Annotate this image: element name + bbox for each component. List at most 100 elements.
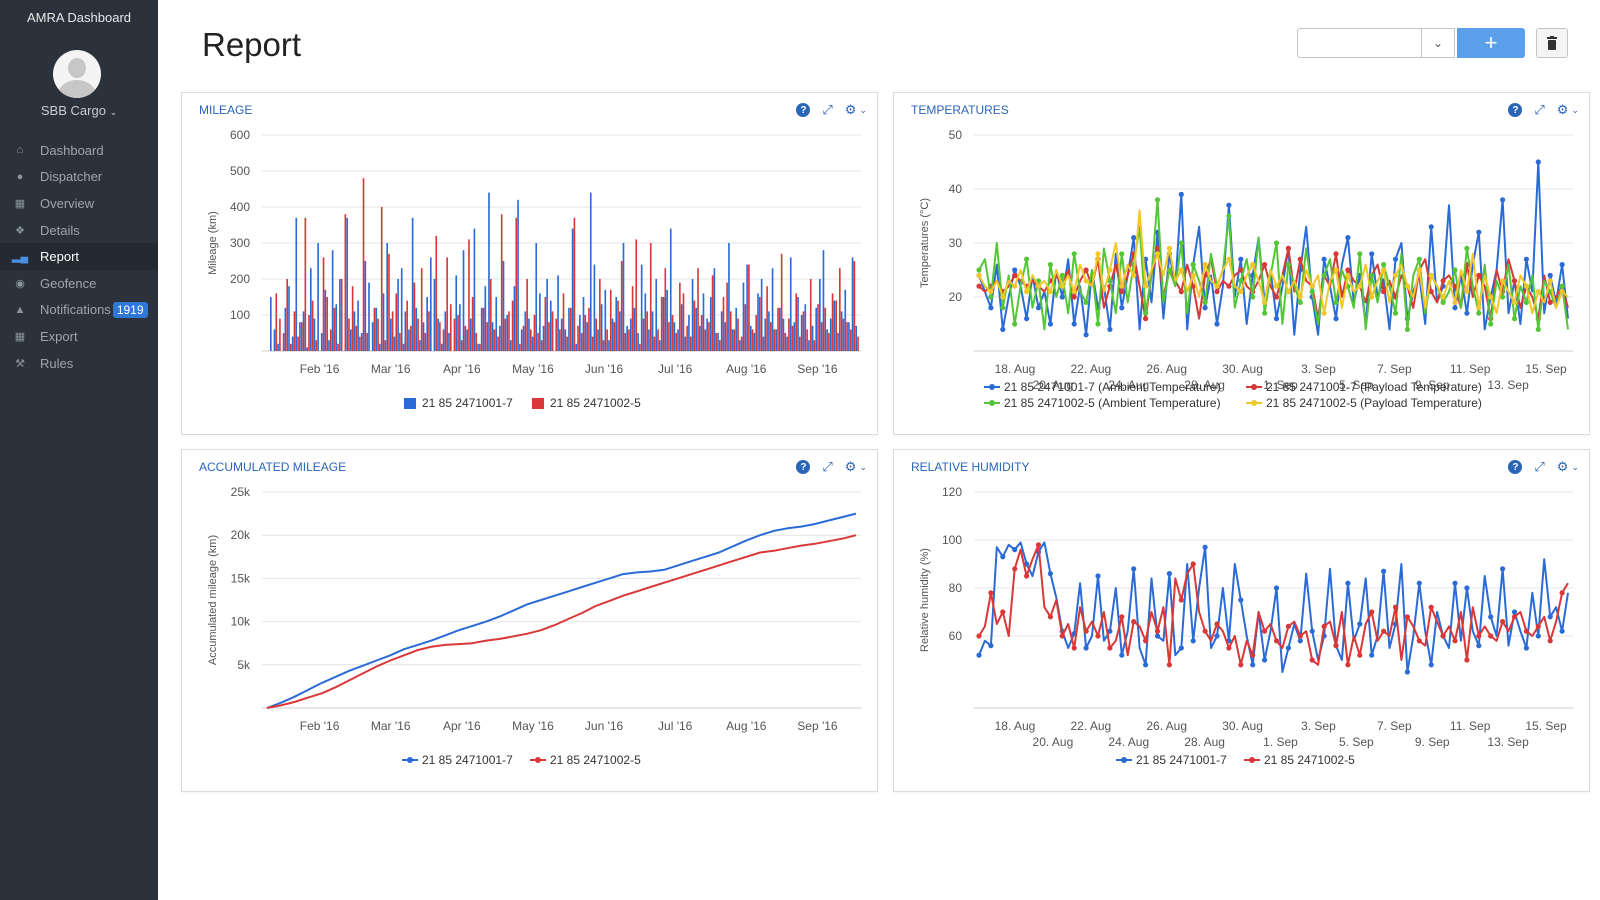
data-point bbox=[1202, 305, 1208, 311]
bar bbox=[659, 340, 661, 351]
bar bbox=[600, 304, 603, 351]
add-button[interactable]: + bbox=[1457, 28, 1525, 58]
bar bbox=[606, 329, 608, 351]
data-point bbox=[1202, 628, 1208, 634]
delete-button[interactable] bbox=[1536, 28, 1568, 58]
data-point bbox=[1262, 262, 1268, 268]
bar bbox=[715, 333, 718, 351]
sidebar-item-export[interactable]: ▦ Export bbox=[0, 323, 158, 350]
bar bbox=[366, 333, 368, 351]
data-point bbox=[1464, 657, 1470, 663]
data-point bbox=[1464, 289, 1470, 295]
bar bbox=[326, 297, 328, 351]
y-tick-label: 15k bbox=[231, 571, 251, 585]
bar bbox=[740, 336, 743, 351]
data-point bbox=[1416, 638, 1422, 644]
bar bbox=[706, 318, 708, 351]
sidebar-item-overview[interactable]: ▦ Overview bbox=[0, 190, 158, 217]
bar bbox=[277, 343, 279, 351]
data-point bbox=[1000, 609, 1006, 615]
sidebar-item-details[interactable]: ❖ Details bbox=[0, 217, 158, 244]
gear-icon[interactable]: ⚙ ⌄ bbox=[844, 459, 867, 474]
x-tick-label: 7. Sep bbox=[1377, 362, 1412, 376]
bar bbox=[853, 261, 856, 351]
bar bbox=[371, 322, 374, 351]
bar bbox=[828, 333, 830, 351]
bar bbox=[649, 243, 652, 351]
user-menu[interactable]: SBB Cargo ⌄ bbox=[0, 103, 158, 118]
data-point bbox=[1107, 645, 1113, 651]
data-point bbox=[1345, 267, 1351, 273]
bar bbox=[453, 318, 456, 351]
expand-icon[interactable]: ⤢ bbox=[822, 102, 833, 117]
home-icon: ⌂ bbox=[16, 144, 24, 157]
bar bbox=[804, 304, 807, 351]
sidebar-item-dispatcher[interactable]: ● Dispatcher bbox=[0, 164, 158, 191]
gear-icon[interactable]: ⚙ ⌄ bbox=[1556, 102, 1579, 117]
data-point bbox=[1119, 652, 1125, 658]
gear-icon[interactable]: ⚙ ⌄ bbox=[1556, 459, 1579, 474]
panel-tools: ? ⤢ ⚙ ⌄ bbox=[1508, 459, 1579, 475]
legend-swatch-marker bbox=[989, 400, 995, 406]
data-point bbox=[1107, 267, 1113, 273]
expand-icon[interactable]: ⤢ bbox=[1534, 459, 1545, 474]
report-select[interactable]: ⌄ bbox=[1297, 28, 1455, 58]
bar bbox=[462, 250, 465, 351]
data-point bbox=[1178, 267, 1184, 273]
avatar[interactable] bbox=[53, 50, 101, 98]
gear-icon[interactable]: ⚙ ⌄ bbox=[844, 102, 867, 117]
bar bbox=[802, 311, 805, 351]
data-point bbox=[1250, 294, 1256, 300]
bar bbox=[791, 325, 794, 351]
sidebar-item-dashboard[interactable]: ⌂ Dashboard bbox=[0, 137, 158, 164]
bar bbox=[773, 329, 776, 351]
bar bbox=[620, 261, 623, 351]
help-icon[interactable]: ? bbox=[1508, 460, 1523, 474]
chevron-down-icon: ⌄ bbox=[1571, 461, 1579, 472]
bar bbox=[444, 311, 447, 351]
sidebar-item-geofence[interactable]: ◉ Geofence bbox=[0, 270, 158, 297]
data-point bbox=[1416, 580, 1422, 586]
data-point bbox=[1452, 580, 1458, 586]
legend-label: 21 85 2471002-5 (Ambient Temperature) bbox=[1004, 396, 1221, 410]
bar bbox=[482, 307, 485, 351]
data-point bbox=[1309, 657, 1315, 663]
data-point bbox=[1202, 544, 1208, 550]
legend-label: 21 85 2471001-7 (Ambient Temperature) bbox=[1004, 380, 1221, 394]
x-tick-label: Apr '16 bbox=[443, 362, 481, 376]
bar bbox=[497, 336, 499, 351]
bar bbox=[762, 336, 765, 351]
sidebar-item-label: Dispatcher bbox=[40, 169, 103, 185]
expand-icon[interactable]: ⤢ bbox=[822, 459, 833, 474]
help-icon[interactable]: ? bbox=[796, 460, 811, 474]
data-point bbox=[1131, 235, 1137, 241]
bar bbox=[811, 325, 814, 351]
bar bbox=[713, 268, 716, 351]
data-point bbox=[1309, 283, 1315, 289]
help-icon[interactable]: ? bbox=[1508, 103, 1523, 117]
sidebar-item-report[interactable]: ▂▄ Report bbox=[0, 243, 158, 270]
bar bbox=[829, 318, 832, 351]
sidebar-item-notifications[interactable]: ▲ Notifications 1919 bbox=[0, 297, 158, 324]
bar bbox=[848, 322, 850, 351]
x-tick-label: May '16 bbox=[512, 362, 554, 376]
data-point bbox=[1154, 251, 1161, 257]
chevron-down-icon[interactable]: ⌄ bbox=[1421, 29, 1454, 57]
bar bbox=[735, 307, 738, 351]
data-point bbox=[1464, 245, 1470, 251]
bar bbox=[309, 268, 312, 351]
series-line bbox=[266, 512, 857, 709]
data-point bbox=[1404, 614, 1410, 620]
help-icon[interactable]: ? bbox=[796, 103, 811, 117]
sidebar-item-rules[interactable]: ⚒ Rules bbox=[0, 350, 158, 377]
legend-label: 21 85 2471002-5 bbox=[1264, 753, 1355, 767]
data-point bbox=[1047, 614, 1053, 620]
data-point bbox=[1012, 547, 1018, 553]
data-point bbox=[1131, 272, 1137, 278]
data-point bbox=[1190, 272, 1196, 278]
data-point bbox=[1511, 614, 1518, 620]
expand-icon[interactable]: ⤢ bbox=[1534, 102, 1545, 117]
bar bbox=[515, 217, 518, 351]
data-point bbox=[1273, 316, 1280, 322]
bar bbox=[840, 311, 843, 351]
